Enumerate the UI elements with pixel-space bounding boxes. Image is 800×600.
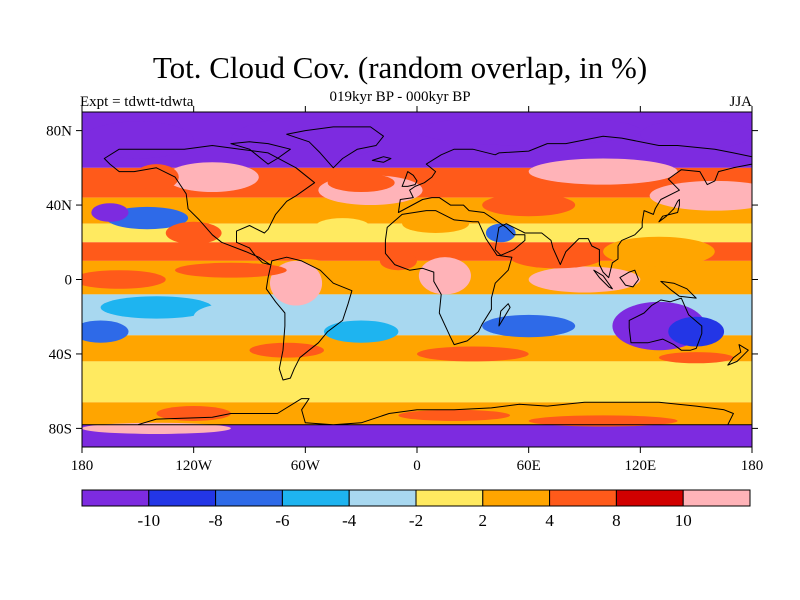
colorbar-box [81,489,150,507]
colorbar-box [482,489,551,507]
colorbar-box [549,489,617,507]
colorbar-box [148,489,217,507]
field-blob [323,320,399,343]
colorbar-label: 4 [545,511,554,530]
x-tick-label: 120E [624,458,656,474]
season-label: JJA [729,94,752,110]
x-tick-label: 60W [291,458,321,474]
experiment-label: Expt = tdwtt-tdwta [80,94,194,110]
colorbar-box [415,489,484,507]
coastline [658,199,680,223]
plot-title: Tot. Cloud Cov. (random overlap, in %) [152,50,648,85]
field-band [82,424,752,447]
coastline [628,297,703,351]
colorbar-box [348,489,417,507]
field-blob [165,221,222,245]
x-tick-label: 180 [71,458,94,474]
coastline [397,135,752,279]
plot-subtitle: 019kyr BP - 000kyr BP [329,89,471,105]
field-blob [528,266,641,293]
coastline [619,269,639,288]
x-tick-label: 180 [741,458,764,474]
field-blob [482,314,576,338]
coastline [103,145,316,266]
field-blob [249,342,324,358]
field-blob [175,262,287,278]
field-band [82,361,752,403]
coastlines [82,126,752,426]
field-blob [134,164,179,191]
y-tick-label: 80S [49,421,72,437]
field-blob [314,218,371,237]
colorbar-label: -6 [275,511,289,530]
colorbar-box [682,489,751,507]
colorbar-label: -8 [209,511,223,530]
field-blob [482,193,576,217]
x-tick-label: 120W [175,458,213,474]
field-blob [668,316,725,347]
field-blob [82,121,194,159]
coastline [371,156,392,163]
y-tick-label: 40S [49,347,72,363]
field-blob [165,162,259,193]
field-blob [417,115,641,146]
field-band [82,112,752,168]
colorbar-label: 10 [675,511,692,530]
coastline [660,280,697,299]
field-blob [398,409,511,421]
colorbar-label: 2 [479,511,488,530]
field-blob [417,346,529,362]
field-blob [82,320,129,343]
field-blob [528,158,678,185]
field-blob [193,303,269,330]
field-blob [418,257,471,295]
coastline [727,344,749,366]
cloud-cover-field [82,112,752,447]
field-blob [230,117,380,163]
coastline [286,126,384,169]
field-blob [528,415,678,427]
colorbar: -10 -8 -6 -4 -2 2 4 8 10 [81,489,751,530]
x-tick-label: 0 [413,458,421,474]
field-blob [658,352,734,364]
field-band [82,223,752,243]
y-tick-label: 0 [65,273,73,289]
field-blob [327,173,395,193]
field-blob [402,214,470,233]
field-blob [82,422,231,434]
colorbar-label: -4 [342,511,357,530]
field-blob [485,223,516,243]
colorbar-label: -10 [137,511,160,530]
colorbar-box [615,489,684,507]
field-blob [640,119,752,150]
coastline [593,269,613,290]
x-tick-label: 60E [517,458,541,474]
colorbar-box [215,489,283,507]
coastline [384,210,513,346]
colorbar-label: 8 [612,511,621,530]
coastline [498,303,511,327]
field-blob [91,203,129,222]
coastline [265,256,353,381]
field-blob [100,296,213,319]
coastline [401,171,418,187]
coastline [82,398,752,426]
y-tick-label: 40N [46,198,72,214]
y-tick-label: 80N [46,124,72,140]
field-blob [649,180,752,211]
map-axes: 180 120W 60W 0 60E 120E 180 80N 40N 0 40S 80S [46,106,763,474]
colorbar-box [281,489,350,507]
coastline [230,141,291,165]
field-blob [603,236,715,267]
field-blob [82,270,166,289]
colorbar-label: -2 [409,511,423,530]
field-blob [379,251,417,271]
